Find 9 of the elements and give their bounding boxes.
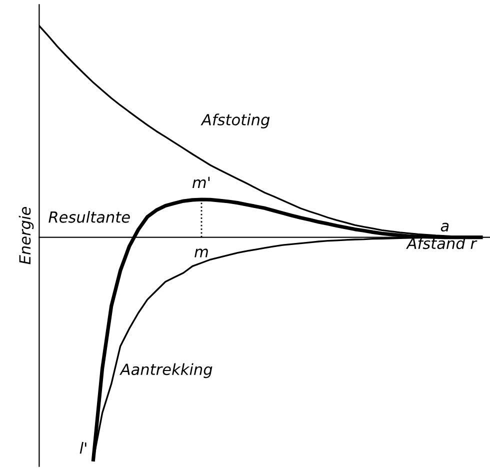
annotation: l' — [80, 442, 86, 454]
y-axis-title: Energie — [18, 207, 34, 264]
series-label: Afstoting — [200, 114, 270, 128]
x-axis-title: Afstand r — [406, 237, 478, 250]
series-label: Resultante — [48, 211, 130, 223]
annotation: m' — [192, 176, 210, 188]
annotation: m — [194, 248, 208, 258]
annotation: a — [440, 222, 449, 232]
series-label: Aantrekking — [120, 363, 212, 378]
